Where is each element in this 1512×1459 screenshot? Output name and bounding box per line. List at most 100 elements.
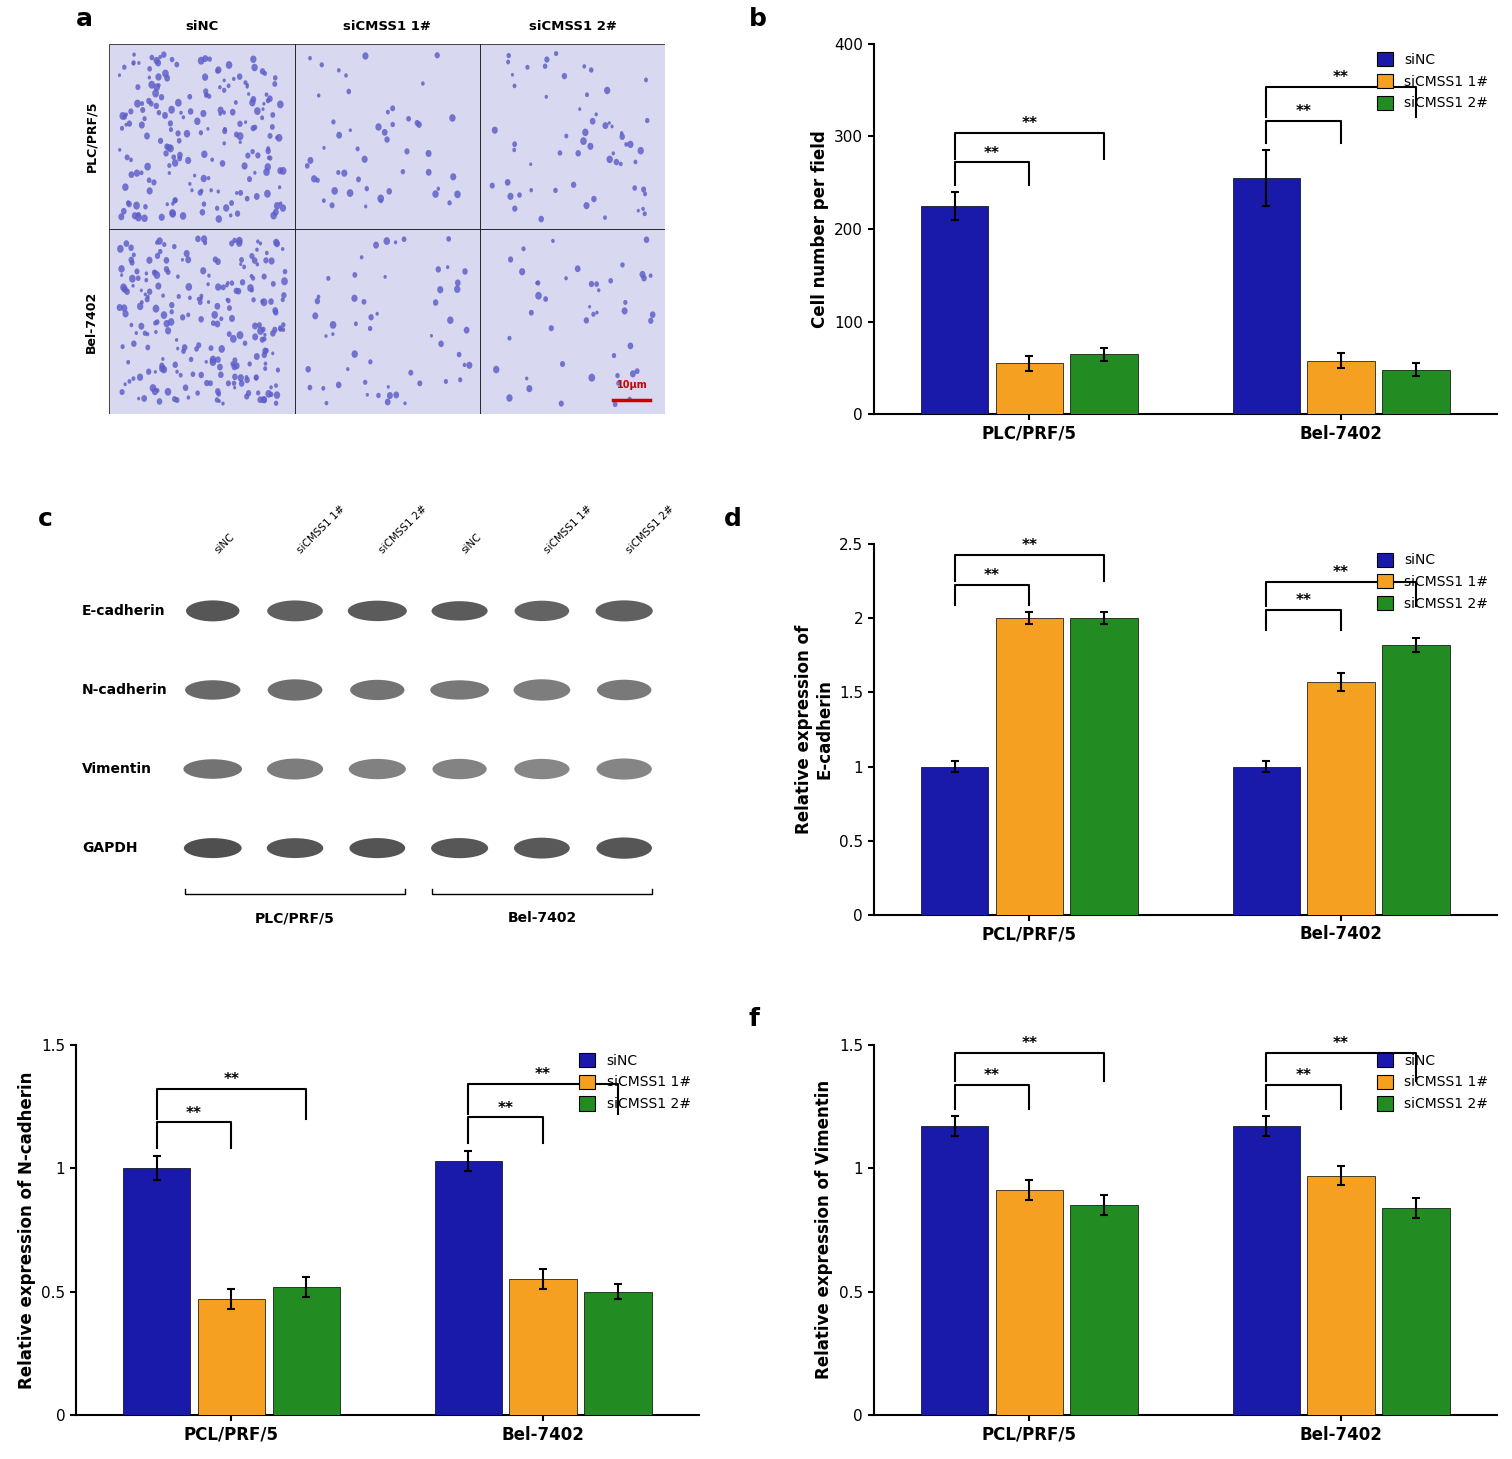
Ellipse shape — [175, 130, 180, 136]
Ellipse shape — [147, 98, 151, 104]
Ellipse shape — [596, 837, 652, 859]
Ellipse shape — [209, 346, 213, 352]
Ellipse shape — [168, 121, 172, 127]
Ellipse shape — [200, 267, 206, 274]
Ellipse shape — [187, 93, 192, 99]
Ellipse shape — [603, 123, 608, 128]
Ellipse shape — [522, 247, 526, 251]
Ellipse shape — [336, 382, 342, 388]
Ellipse shape — [544, 57, 549, 63]
Ellipse shape — [227, 331, 231, 337]
Ellipse shape — [163, 320, 169, 327]
Ellipse shape — [136, 212, 141, 217]
Text: **: ** — [984, 1068, 999, 1083]
Ellipse shape — [612, 353, 615, 357]
Ellipse shape — [219, 317, 224, 321]
Ellipse shape — [145, 296, 150, 302]
Ellipse shape — [513, 147, 516, 152]
Ellipse shape — [230, 362, 234, 366]
Ellipse shape — [621, 308, 627, 314]
Ellipse shape — [281, 322, 286, 327]
Text: siCMSS1 2#: siCMSS1 2# — [529, 19, 617, 32]
Ellipse shape — [268, 156, 271, 160]
Ellipse shape — [553, 188, 558, 193]
Ellipse shape — [446, 236, 451, 242]
Ellipse shape — [230, 109, 236, 115]
Ellipse shape — [269, 385, 272, 390]
Ellipse shape — [124, 123, 127, 127]
Ellipse shape — [249, 99, 256, 107]
Ellipse shape — [384, 137, 390, 143]
Ellipse shape — [266, 147, 271, 155]
Ellipse shape — [281, 277, 287, 285]
Ellipse shape — [346, 89, 351, 95]
Ellipse shape — [346, 190, 354, 197]
Ellipse shape — [263, 347, 268, 355]
Ellipse shape — [278, 325, 283, 331]
Ellipse shape — [215, 397, 219, 403]
Ellipse shape — [227, 282, 230, 285]
Ellipse shape — [159, 55, 162, 60]
Ellipse shape — [139, 322, 144, 330]
Ellipse shape — [280, 166, 286, 175]
Ellipse shape — [581, 137, 587, 144]
Ellipse shape — [160, 311, 168, 320]
Ellipse shape — [168, 171, 171, 175]
Ellipse shape — [216, 356, 221, 363]
Ellipse shape — [132, 60, 136, 66]
Ellipse shape — [376, 392, 381, 398]
Ellipse shape — [228, 213, 233, 217]
Ellipse shape — [157, 83, 160, 88]
Ellipse shape — [263, 102, 265, 105]
Ellipse shape — [138, 397, 141, 400]
Ellipse shape — [588, 374, 596, 382]
Ellipse shape — [281, 292, 286, 298]
Ellipse shape — [246, 83, 249, 86]
Ellipse shape — [156, 241, 159, 245]
Ellipse shape — [186, 312, 191, 317]
Ellipse shape — [127, 379, 132, 384]
Ellipse shape — [156, 388, 159, 392]
Ellipse shape — [490, 182, 494, 188]
Bar — [109, 229, 295, 414]
Ellipse shape — [611, 125, 614, 128]
Ellipse shape — [203, 89, 209, 95]
Ellipse shape — [153, 321, 157, 325]
Ellipse shape — [198, 299, 203, 305]
Ellipse shape — [242, 264, 246, 268]
Ellipse shape — [148, 80, 154, 89]
Ellipse shape — [393, 391, 399, 398]
Ellipse shape — [278, 327, 283, 331]
Bar — [1232, 178, 1300, 414]
Ellipse shape — [455, 280, 461, 286]
Ellipse shape — [118, 213, 124, 220]
Ellipse shape — [147, 178, 151, 182]
Bar — [921, 206, 989, 414]
Ellipse shape — [154, 270, 157, 274]
Ellipse shape — [552, 239, 555, 244]
Ellipse shape — [327, 276, 330, 280]
Ellipse shape — [491, 127, 497, 134]
Text: **: ** — [984, 146, 999, 160]
Bar — [1308, 1176, 1374, 1415]
Ellipse shape — [207, 274, 210, 277]
Ellipse shape — [248, 285, 254, 292]
Ellipse shape — [325, 334, 328, 338]
Ellipse shape — [171, 201, 174, 206]
Text: f: f — [748, 1008, 759, 1032]
Ellipse shape — [305, 163, 310, 169]
Ellipse shape — [390, 105, 395, 111]
Ellipse shape — [448, 200, 452, 206]
Ellipse shape — [222, 88, 227, 93]
Ellipse shape — [198, 317, 204, 322]
Ellipse shape — [508, 336, 511, 340]
Ellipse shape — [260, 397, 266, 403]
Ellipse shape — [632, 185, 637, 191]
Y-axis label: Relative expression of Vimentin: Relative expression of Vimentin — [815, 1080, 833, 1379]
Ellipse shape — [605, 88, 611, 93]
Ellipse shape — [275, 136, 278, 140]
Bar — [1070, 1205, 1139, 1415]
Ellipse shape — [271, 124, 275, 130]
Ellipse shape — [578, 108, 581, 111]
Ellipse shape — [156, 252, 160, 258]
